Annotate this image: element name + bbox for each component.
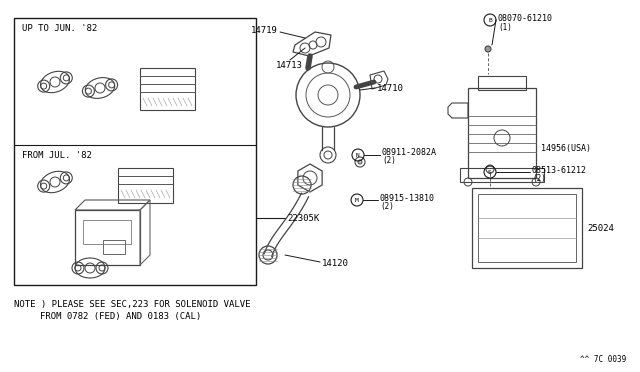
Bar (478, 194, 576, 262)
Bar (468, 88, 536, 178)
Text: FROM 0782 (FED) AND 0183 (CAL): FROM 0782 (FED) AND 0183 (CAL) (40, 312, 201, 321)
Text: UP TO JUN. '82: UP TO JUN. '82 (22, 23, 97, 32)
Bar (140, 68, 195, 110)
Bar (118, 168, 173, 203)
Text: 08911-2082A: 08911-2082A (382, 148, 437, 157)
Bar (472, 188, 582, 268)
Bar (478, 76, 526, 90)
Text: (2): (2) (380, 202, 394, 211)
Text: (2): (2) (382, 155, 396, 164)
Text: N: N (356, 153, 360, 157)
Bar (103, 240, 125, 254)
Text: 08070-61210: 08070-61210 (498, 13, 553, 22)
Text: 14713: 14713 (276, 61, 303, 70)
Circle shape (485, 46, 491, 52)
Text: 14719: 14719 (251, 26, 278, 35)
Text: 14710: 14710 (377, 83, 404, 93)
Text: FROM JUL. '82: FROM JUL. '82 (22, 151, 92, 160)
Bar (14, 18, 256, 285)
Circle shape (358, 160, 362, 164)
Text: 08915-13810: 08915-13810 (380, 193, 435, 202)
Bar (75, 210, 140, 265)
Text: NOTE ) PLEASE SEE SEC,223 FOR SOLENOID VALVE: NOTE ) PLEASE SEE SEC,223 FOR SOLENOID V… (14, 301, 250, 310)
Text: B: B (488, 17, 492, 22)
Bar (83, 220, 131, 244)
Bar (460, 168, 544, 182)
Text: 22305K: 22305K (287, 214, 319, 222)
Text: 14120: 14120 (322, 259, 349, 267)
Text: 25024: 25024 (587, 224, 614, 232)
Text: (1): (1) (498, 22, 512, 32)
Text: 08513-61212: 08513-61212 (532, 166, 587, 174)
Text: M: M (355, 198, 359, 202)
Text: 14956(USA): 14956(USA) (541, 144, 591, 153)
Text: ^^ 7C 0039: ^^ 7C 0039 (580, 356, 627, 365)
Text: S: S (488, 170, 492, 174)
Text: (2): (2) (532, 173, 546, 183)
